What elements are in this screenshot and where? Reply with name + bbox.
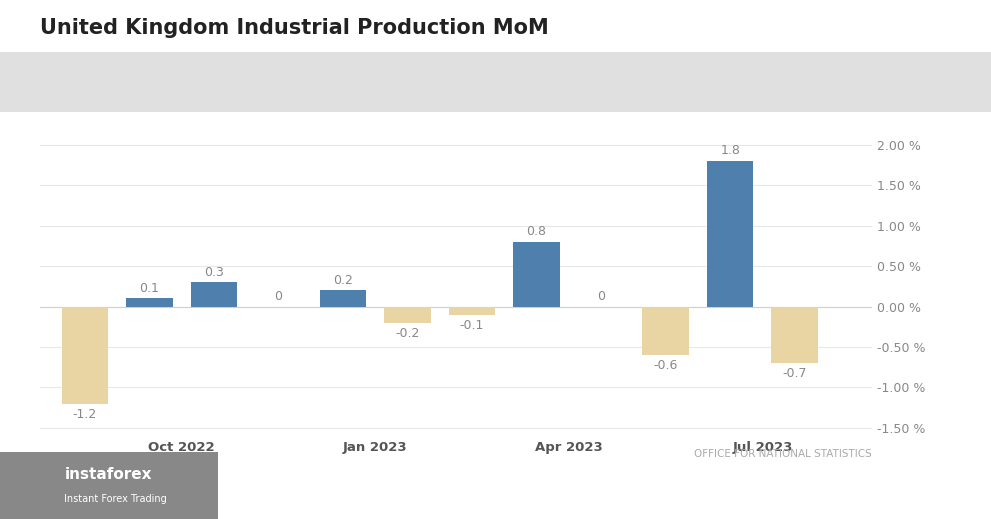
Bar: [771, 307, 818, 363]
Circle shape: [12, 466, 53, 505]
Bar: [190, 282, 237, 307]
Text: -0.7: -0.7: [782, 367, 807, 380]
Text: 0: 0: [597, 290, 606, 303]
Bar: [642, 307, 689, 355]
Text: 1.8: 1.8: [720, 144, 740, 157]
Text: -0.1: -0.1: [460, 319, 485, 332]
Text: -0.6: -0.6: [653, 359, 678, 372]
Text: 0: 0: [275, 290, 282, 303]
Bar: [385, 307, 431, 323]
Text: 0.2: 0.2: [333, 274, 353, 286]
Text: 0.8: 0.8: [526, 225, 546, 238]
Bar: [126, 298, 172, 307]
Text: -0.2: -0.2: [395, 327, 419, 340]
Text: 0.1: 0.1: [140, 282, 160, 295]
Text: instaforex: instaforex: [64, 468, 152, 482]
Text: OFFICE FOR NATIONAL STATISTICS: OFFICE FOR NATIONAL STATISTICS: [695, 449, 872, 459]
Text: Instant Forex Trading: Instant Forex Trading: [64, 494, 167, 504]
Text: United Kingdom Industrial Production MoM: United Kingdom Industrial Production MoM: [40, 18, 548, 38]
Bar: [707, 161, 753, 307]
Text: -1.2: -1.2: [72, 407, 97, 421]
Circle shape: [23, 476, 42, 495]
Bar: [513, 242, 560, 307]
Text: 0.3: 0.3: [204, 266, 224, 279]
Bar: [320, 290, 366, 307]
Bar: [61, 307, 108, 404]
Bar: [449, 307, 496, 315]
